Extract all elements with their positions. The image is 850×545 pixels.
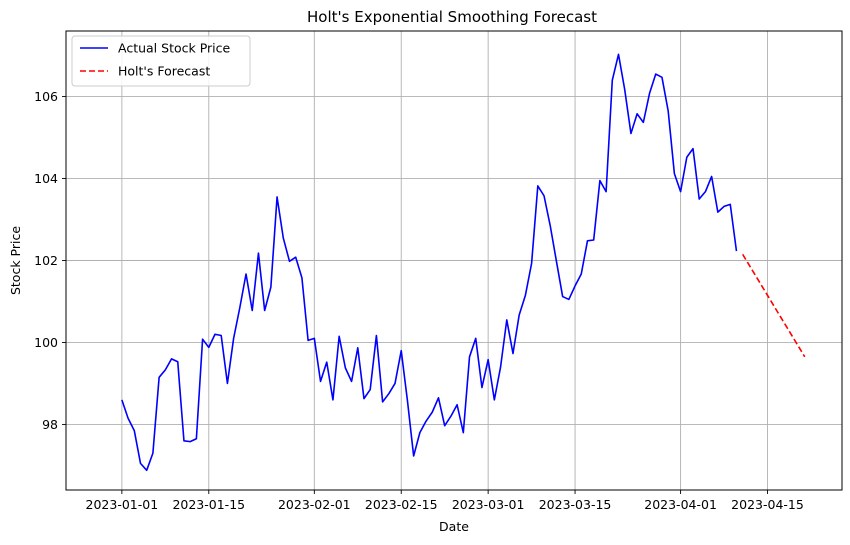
series-line-forecast xyxy=(741,253,806,358)
y-tick-label: 100 xyxy=(34,335,58,350)
y-axis-ticks: 98 100 102 104 106 xyxy=(34,89,66,432)
legend: Actual Stock Price Holt's Forecast xyxy=(71,35,251,87)
chart-title: Holt's Exponential Smoothing Forecast xyxy=(307,8,597,26)
x-axis-ticks: 2023-01-01 2023-01-15 2023-02-01 2023-02-15… xyxy=(86,490,804,512)
legend-label-actual: Actual Stock Price xyxy=(118,41,231,56)
x-tick-label: 2023-04-01 xyxy=(644,497,717,512)
legend-label-forecast: Holt's Forecast xyxy=(118,64,210,79)
x-tick-label: 2023-02-15 xyxy=(365,497,438,512)
x-tick-label: 2023-01-15 xyxy=(172,497,245,512)
y-tick-label: 102 xyxy=(34,253,58,268)
series-layer xyxy=(121,53,806,472)
x-tick-label: 2023-03-01 xyxy=(452,497,525,512)
y-tick-label: 98 xyxy=(42,417,58,432)
legend-box xyxy=(71,35,251,87)
y-axis-label: Stock Price xyxy=(8,226,23,295)
y-tick-label: 104 xyxy=(34,171,58,186)
series-line-actual xyxy=(121,53,738,472)
x-tick-label: 2023-04-15 xyxy=(731,497,804,512)
x-tick-label: 2023-03-15 xyxy=(539,497,612,512)
grid-lines xyxy=(66,31,842,490)
y-tick-label: 106 xyxy=(34,89,58,104)
x-axis-label: Date xyxy=(439,519,469,534)
x-tick-label: 2023-01-01 xyxy=(86,497,159,512)
x-tick-label: 2023-02-01 xyxy=(278,497,351,512)
